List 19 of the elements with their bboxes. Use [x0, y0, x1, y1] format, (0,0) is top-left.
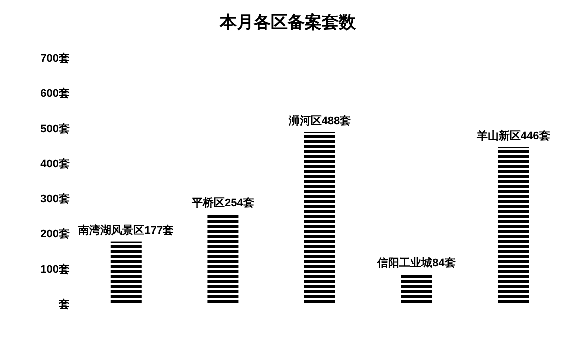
data-label: 平桥区254套 — [191, 196, 254, 210]
bar — [498, 147, 530, 304]
y-tick-label: 400套 — [40, 157, 70, 170]
y-tick-label: 套 — [58, 298, 70, 311]
data-label: 浉河区488套 — [288, 114, 352, 128]
data-label: 羊山新区446套 — [476, 129, 550, 142]
bar — [401, 274, 432, 304]
y-tick-label: 300套 — [40, 192, 70, 206]
y-tick-label: 200套 — [40, 228, 70, 241]
y-tick-label: 500套 — [40, 122, 70, 136]
chart-title: 本月各区备案套数 — [219, 12, 357, 32]
bar — [110, 242, 142, 304]
data-label: 南湾湖风景区177套 — [78, 224, 174, 237]
y-tick-label: 700套 — [40, 52, 70, 65]
y-tick-label: 100套 — [40, 262, 70, 276]
bar — [304, 132, 336, 304]
bar — [208, 214, 239, 304]
y-tick-label: 600套 — [40, 87, 70, 100]
data-label: 信阳工业城84套 — [376, 256, 456, 270]
